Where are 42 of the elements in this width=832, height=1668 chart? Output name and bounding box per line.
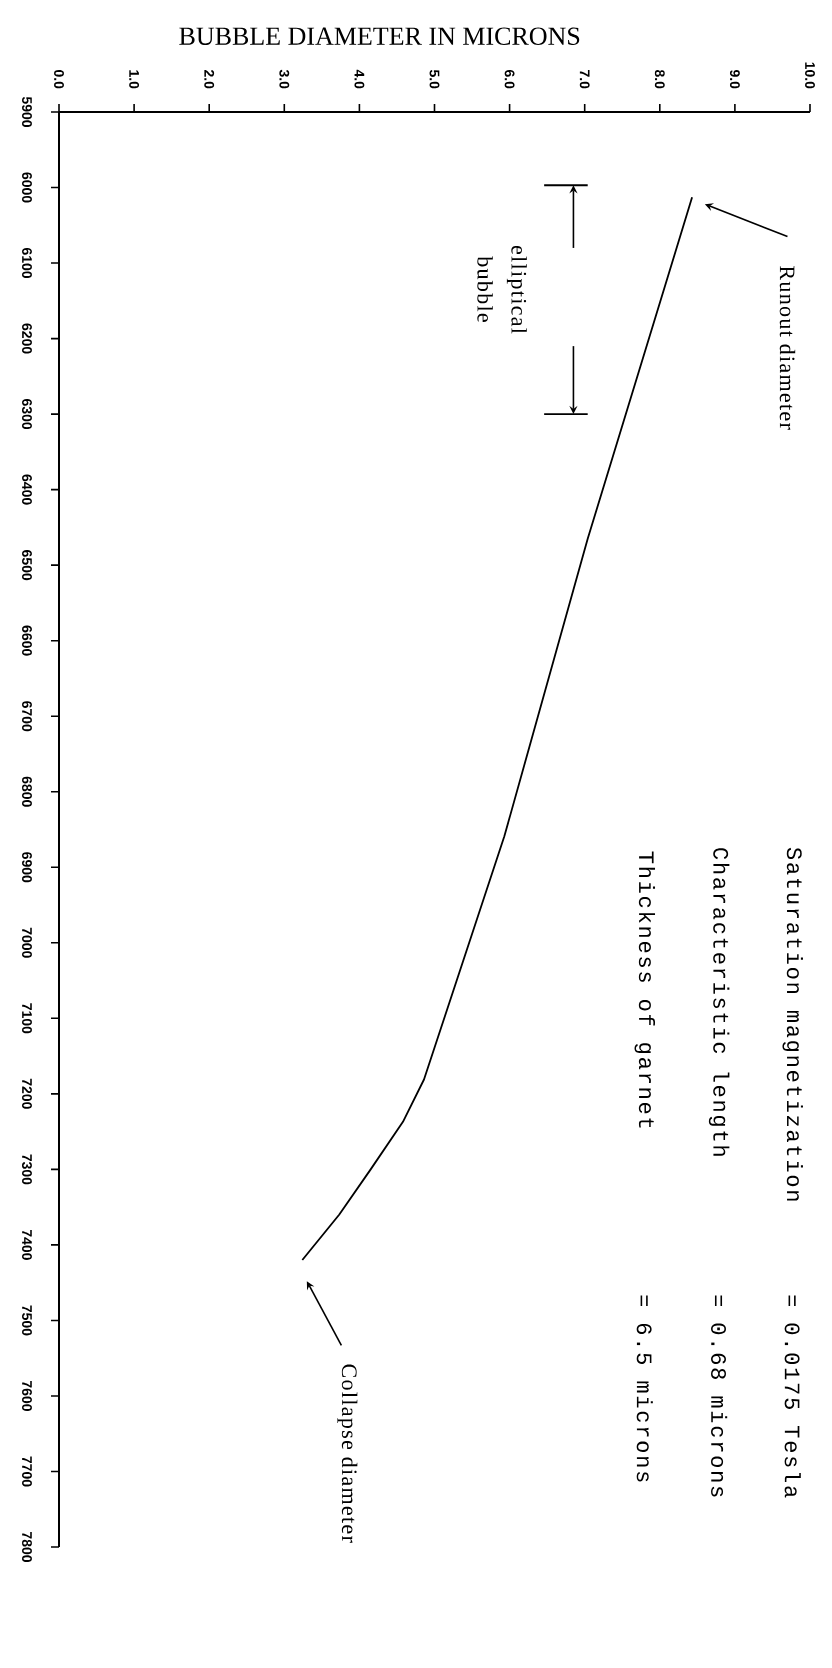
x-tick-label: 9.0: [729, 69, 740, 89]
y-tick-label: 7000: [22, 927, 32, 958]
x-tick-label: 0.0: [54, 70, 64, 89]
y-tick-label: 6800: [22, 776, 32, 807]
annotation: = 6.5 microns: [636, 1295, 653, 1482]
annotation: Thickness of garnet: [634, 851, 656, 1128]
y-tick-label: 6000: [22, 172, 32, 203]
x-tick-label: 4.0: [354, 69, 365, 89]
y-tick-label: 6700: [22, 701, 32, 732]
y-tick-label: 6600: [22, 625, 32, 656]
y-tick-label: 6300: [22, 399, 32, 430]
annotation: = 0.68 microns: [711, 1295, 728, 1497]
y-tick-label: 5900: [22, 96, 32, 127]
y-tick-label: 7800: [22, 1532, 32, 1562]
y-tick-label: 6900: [22, 852, 32, 883]
x-tick-label: 10.0: [805, 62, 815, 89]
y-tick-label: 6200: [22, 323, 32, 354]
line-series: [301, 196, 693, 1261]
y-tick-label: 7600: [22, 1380, 32, 1411]
x-tick-label: 3.0: [279, 69, 290, 89]
y-tick-label: 7300: [22, 1154, 32, 1185]
annotation: elliptical bubble: [477, 245, 527, 334]
y-tick-label: 7500: [22, 1305, 32, 1336]
x-axis-title: BUBBLE DIAMETER IN MICRONS: [179, 27, 580, 45]
y-tick-label: 7200: [22, 1078, 32, 1109]
y-tick-label: 7700: [22, 1456, 32, 1487]
annotation: = 0.0175 Tesla: [784, 1295, 801, 1498]
annotation: Runout diameter: [779, 266, 796, 430]
annotation: Saturation magnetization: [782, 847, 803, 1201]
x-tick-label: 2.0: [204, 69, 215, 89]
x-tick-label: 1.0: [129, 70, 140, 89]
x-tick-label: 6.0: [504, 69, 515, 89]
y-tick-label: 6500: [22, 550, 32, 581]
x-tick-label: 8.0: [654, 69, 665, 89]
y-tick-label: 6100: [22, 247, 32, 279]
x-tick-label: 7.0: [579, 70, 590, 89]
y-tick-label: 6400: [22, 474, 32, 505]
x-tick-label: 5.0: [429, 69, 440, 89]
annotation: Collapse diameter: [337, 1364, 358, 1543]
annotation: Characteristic length: [708, 848, 730, 1156]
y-tick-label: 7400: [22, 1229, 32, 1260]
y-tick-label: 7100: [22, 1003, 32, 1034]
